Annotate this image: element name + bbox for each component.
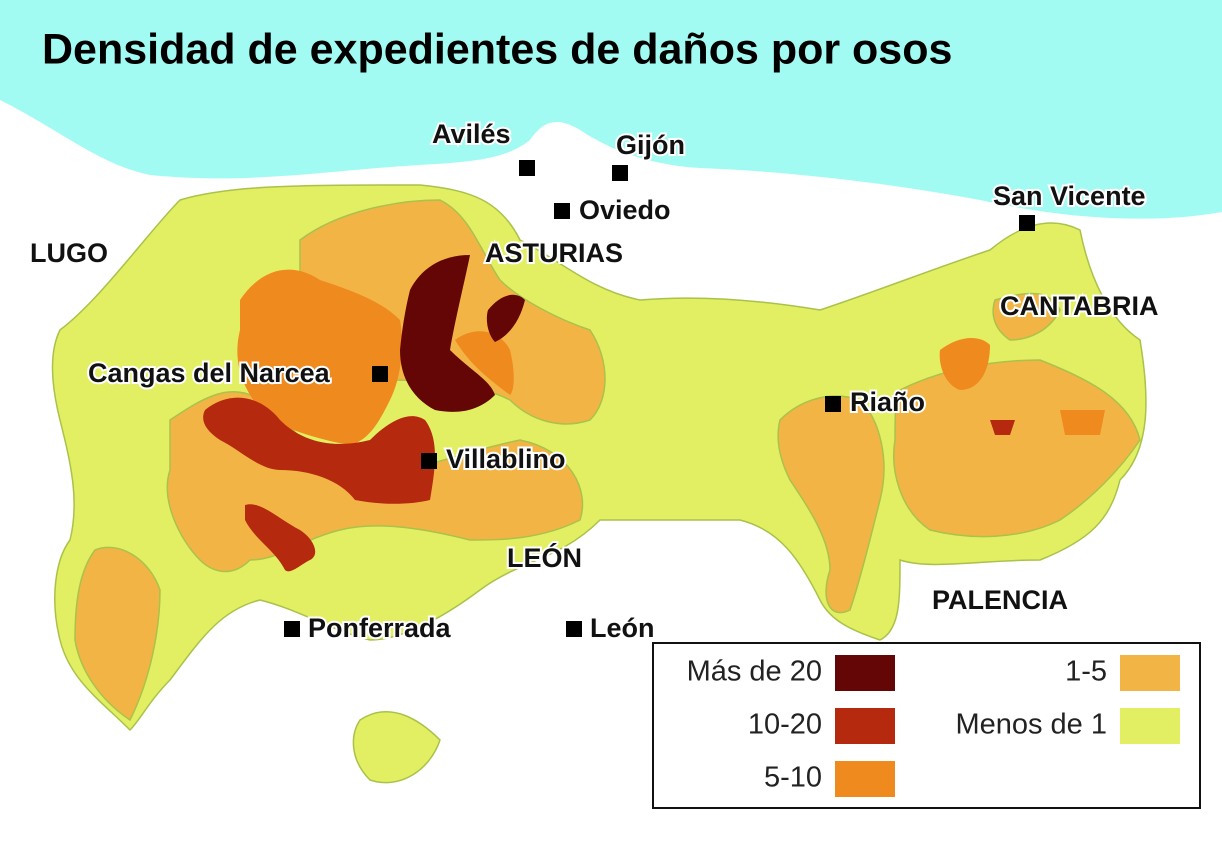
legend-label: Menos de 1 xyxy=(955,709,1107,741)
legend-label: 10-20 xyxy=(748,709,822,741)
city-label: Avilés xyxy=(432,119,511,149)
region-5-10 xyxy=(1060,410,1105,435)
map-title: Densidad de expedientes de daños por oso… xyxy=(42,25,952,73)
city-label: San Vicente xyxy=(993,181,1146,211)
region-5-10 xyxy=(455,331,514,395)
region-label: CANTABRIA xyxy=(1000,291,1158,321)
region-5-10 xyxy=(939,338,990,390)
city-label: Gijón xyxy=(616,130,685,160)
city-label: Riaño xyxy=(850,387,925,417)
city-label: Villablino xyxy=(446,444,566,474)
region-label: ASTURIAS xyxy=(485,238,623,268)
region-label: LUGO xyxy=(30,238,108,268)
region-10-20 xyxy=(245,504,316,572)
city-label: Ponferrada xyxy=(308,613,452,643)
region-1-5 xyxy=(777,395,885,614)
legend-swatch xyxy=(835,761,895,797)
city-markers xyxy=(284,160,1035,637)
legend-label: Más de 20 xyxy=(687,656,822,688)
region-10-20 xyxy=(990,420,1015,435)
legend-swatch xyxy=(1120,655,1180,691)
legend-label: 5-10 xyxy=(764,762,822,794)
legend: Más de 20 10-20 5-10 1-5 Menos de 1 xyxy=(652,642,1201,809)
region-1-5 xyxy=(893,359,1141,538)
legend-swatch xyxy=(835,708,895,744)
region-over-20 xyxy=(486,294,525,342)
region-10-20 xyxy=(203,397,435,504)
region-1-5 xyxy=(992,292,1061,341)
city-marker xyxy=(554,203,570,219)
city-marker xyxy=(612,165,628,181)
region-label: LEÓN xyxy=(507,542,582,573)
city-marker xyxy=(372,366,388,382)
city-marker xyxy=(825,396,841,412)
region-over-20 xyxy=(400,255,495,412)
region-label: PALENCIA xyxy=(932,585,1068,615)
legend-label: 1-5 xyxy=(1065,656,1107,688)
sea xyxy=(0,0,1222,219)
city-label: Cangas del Narcea xyxy=(88,358,331,388)
city-marker xyxy=(566,621,582,637)
city-marker xyxy=(421,453,437,469)
legend-swatch xyxy=(1120,708,1180,744)
city-label: León xyxy=(590,613,655,643)
region-5-10 xyxy=(237,269,402,445)
choropleth xyxy=(51,184,1147,784)
region-low xyxy=(352,711,441,784)
legend-box xyxy=(652,642,1201,809)
legend-swatch xyxy=(835,655,895,691)
city-marker xyxy=(519,160,535,176)
city-marker xyxy=(284,621,300,637)
city-label: Oviedo xyxy=(579,195,671,225)
city-marker xyxy=(1019,215,1035,231)
region-1-5 xyxy=(74,546,161,722)
